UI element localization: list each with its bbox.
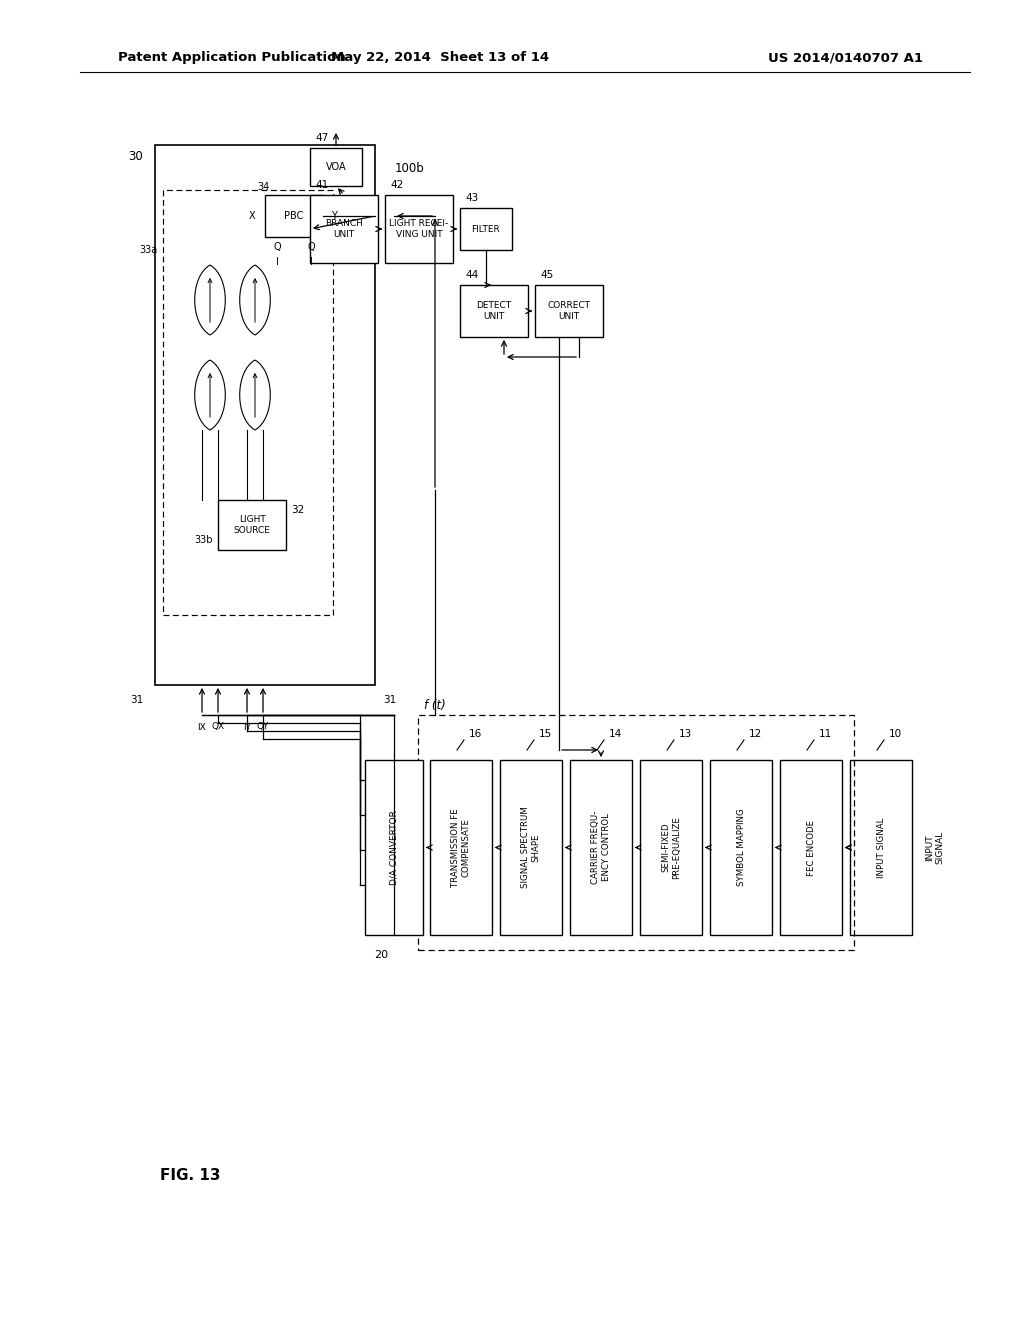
Text: CORRECT
UNIT: CORRECT UNIT [548,301,591,321]
Text: QX: QX [211,722,224,731]
Bar [418,715,854,950]
PathPatch shape [240,265,270,335]
Text: 45: 45 [540,271,553,280]
Text: 47: 47 [315,133,329,143]
Bar [780,760,842,935]
Text: 10: 10 [889,729,902,739]
Bar [265,195,323,238]
Text: 31: 31 [383,696,396,705]
Text: 20: 20 [374,950,388,960]
Text: Q: Q [307,242,314,252]
Bar [430,760,492,935]
Text: Q: Q [273,242,281,252]
Text: 14: 14 [609,729,623,739]
Text: TRANSMISSION FE
COMPENSATE: TRANSMISSION FE COMPENSATE [452,808,471,887]
Text: LIGHT RECEI-
VING UNIT: LIGHT RECEI- VING UNIT [389,219,449,239]
Text: 15: 15 [539,729,552,739]
Text: VOA: VOA [326,162,346,172]
Bar [163,190,333,615]
Text: QY: QY [257,722,269,731]
Text: 30: 30 [128,150,143,164]
Text: CARRIER FREQU-
ENCY CONTROL: CARRIER FREQU- ENCY CONTROL [591,810,610,884]
Text: 11: 11 [819,729,833,739]
Bar [155,145,375,685]
PathPatch shape [195,265,225,335]
Text: FIG. 13: FIG. 13 [160,1167,220,1183]
Bar [310,195,378,263]
Text: 100b: 100b [395,161,425,174]
Text: I: I [309,257,312,267]
PathPatch shape [195,360,225,430]
Bar [460,209,512,249]
Bar [310,148,362,186]
Bar [218,500,286,550]
Text: SEMI-FIXED
PRE-EQUALIZE: SEMI-FIXED PRE-EQUALIZE [662,816,681,879]
Text: 34: 34 [257,182,269,191]
Bar [640,760,702,935]
Text: IX: IX [198,722,207,731]
Text: LIGHT
SOURCE: LIGHT SOURCE [233,515,270,535]
Text: SIGNAL SPECTRUM
SHAPE: SIGNAL SPECTRUM SHAPE [521,807,541,888]
Bar [500,760,562,935]
Text: 44: 44 [465,271,478,280]
PathPatch shape [240,360,270,430]
Text: SYMBOL MAPPING: SYMBOL MAPPING [736,809,745,886]
Bar [385,195,453,263]
Text: 33b: 33b [195,535,213,545]
Text: I: I [275,257,279,267]
Text: May 22, 2014  Sheet 13 of 14: May 22, 2014 Sheet 13 of 14 [331,51,549,65]
Text: 31: 31 [130,696,143,705]
Text: f (t): f (t) [424,698,445,711]
Text: BRANCH
UNIT: BRANCH UNIT [325,219,362,239]
Text: 12: 12 [749,729,762,739]
Text: X: X [249,211,255,220]
Bar [570,760,632,935]
Bar [460,285,528,337]
Text: US 2014/0140707 A1: US 2014/0140707 A1 [768,51,923,65]
Text: PBC: PBC [285,211,304,220]
Text: Patent Application Publication: Patent Application Publication [118,51,346,65]
Bar [710,760,772,935]
Text: 13: 13 [679,729,692,739]
Text: IY: IY [243,722,251,731]
Bar [850,760,912,935]
Text: INPUT SIGNAL: INPUT SIGNAL [877,817,886,878]
Text: 16: 16 [469,729,482,739]
Text: 33a: 33a [139,246,158,255]
Bar [365,760,423,935]
Text: FEC ENCODE: FEC ENCODE [807,820,815,875]
Bar [535,285,603,337]
Text: D/A CONVERTOR: D/A CONVERTOR [389,810,398,884]
Text: INPUT
SIGNAL: INPUT SIGNAL [925,830,944,865]
Text: 43: 43 [465,193,478,203]
Text: FILTER: FILTER [472,224,501,234]
Text: 32: 32 [291,506,304,515]
Text: Y: Y [331,211,337,220]
Text: 42: 42 [390,180,403,190]
Text: 41: 41 [315,180,329,190]
Text: DETECT
UNIT: DETECT UNIT [476,301,512,321]
